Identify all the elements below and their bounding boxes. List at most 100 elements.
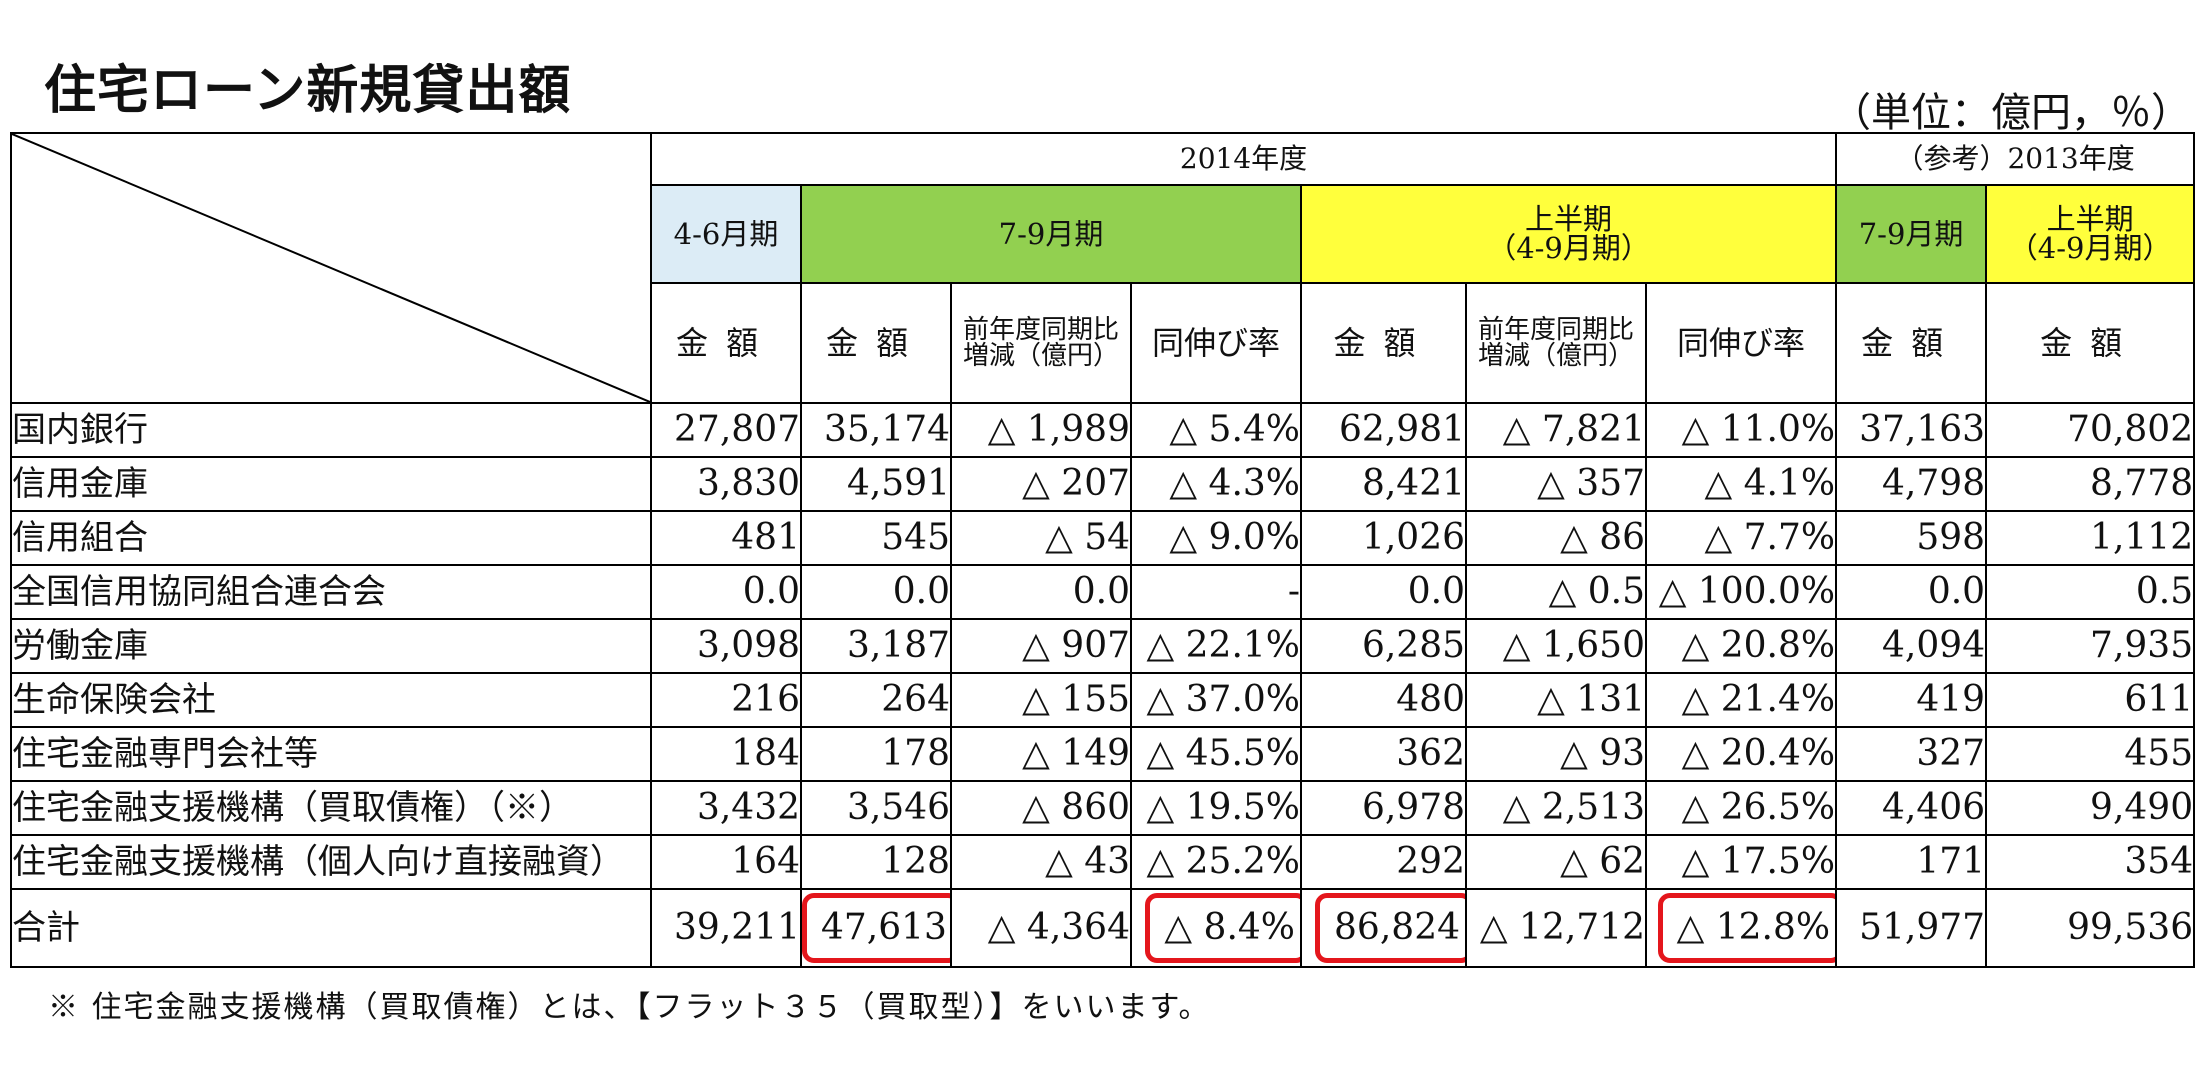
cell-ref-h1: 9,490 — [1985, 780, 2196, 836]
cell-h1-diff: △ 357 — [1465, 456, 1647, 512]
header-h1-diff: 前年度同期比 増減（億円） — [1465, 282, 1647, 404]
cell-q2-diff: △ 207 — [950, 456, 1132, 512]
table-row: 生命保険会社 216 264 △ 155 △ 37.0% 480 △ 131 △ 21.4% 4… — [10, 672, 2196, 728]
header-q2-diff-line2: 増減（億円） — [962, 341, 1119, 371]
cell-h1-rate: △ 17.5% — [1644, 834, 1838, 890]
cell-h1-diff: △ 1,650 — [1465, 618, 1647, 674]
cell-h1-diff: △ 93 — [1465, 726, 1647, 782]
cell-q2-diff: △ 1,989 — [950, 402, 1132, 458]
header-q2-rate: 同伸び率 — [1130, 282, 1302, 404]
cell-ref-h1: 611 — [1985, 672, 2196, 728]
cell-h1: 1,026 — [1300, 510, 1467, 566]
row-label: 全国信用協同組合連合会 — [10, 564, 652, 620]
header-q2-diff-line1: 前年度同期比 — [962, 315, 1119, 345]
cell-q2: 4,591 — [800, 456, 952, 512]
highlight-box: △ 8.4% — [1145, 893, 1299, 963]
total-cell-h1-rate: △ 12.8% — [1644, 888, 1838, 968]
cell-q2-rate: - — [1130, 564, 1302, 620]
cell-q2-rate: △ 9.0% — [1130, 510, 1302, 566]
header-q1: 4-6月期 — [650, 184, 802, 284]
cell-h1-rate: △ 20.8% — [1644, 618, 1838, 674]
cell-q1: 216 — [650, 672, 802, 728]
corner-diagonal-cell — [10, 132, 652, 404]
table-row: 信用金庫 3,830 4,591 △ 207 △ 4.3% 8,421 △ 357 △ 4.1… — [10, 456, 2196, 512]
loan-table: 2014年度 （参考）2013年度 4-6月期 7-9月期 上半期 （4-9月期… — [10, 132, 2196, 968]
cell-q2-diff: △ 54 — [950, 510, 1132, 566]
diagonal-line — [12, 134, 650, 402]
cell-q2-rate: △ 37.0% — [1130, 672, 1302, 728]
cell-q2: 545 — [800, 510, 952, 566]
cell-q2: 128 — [800, 834, 952, 890]
page-title: 住宅ローン新規貸出額 — [44, 61, 572, 121]
header-h1-rate: 同伸び率 — [1644, 282, 1838, 404]
cell-h1-diff: △ 62 — [1465, 834, 1647, 890]
header-ref-q2: 7-9月期 — [1835, 184, 1988, 284]
cell-ref-q2: 4,094 — [1835, 618, 1988, 674]
cell-h1-diff: △ 86 — [1465, 510, 1647, 566]
cell-ref-h1: 8,778 — [1985, 456, 2196, 512]
total-cell-q2-rate: △ 8.4% — [1130, 888, 1302, 968]
cell-ref-h1: 7,935 — [1985, 618, 2196, 674]
cell-q2-rate: △ 45.5% — [1130, 726, 1302, 782]
cell-h1-rate: △ 100.0% — [1644, 564, 1838, 620]
cell-q2-rate: △ 4.3% — [1130, 456, 1302, 512]
total-cell-q2: 47,613 — [800, 888, 952, 968]
table-row: 信用組合 481 545 △ 54 △ 9.0% 1,026 △ 86 △ 7.7% 598 1,… — [10, 510, 2196, 566]
total-label: 合計 — [10, 888, 652, 968]
total-cell-q1: 39,211 — [650, 888, 802, 968]
header-h1-line2: （4-9月期） — [1487, 231, 1650, 265]
cell-q2-rate: △ 25.2% — [1130, 834, 1302, 890]
cell-q2-rate: △ 22.1% — [1130, 618, 1302, 674]
unit-label: （単位：億円，％） — [1831, 90, 2191, 136]
header-ref-h1: 上半期 （4-9月期） — [1985, 184, 2196, 284]
table-row: 住宅金融専門会社等 184 178 △ 149 △ 45.5% 362 △ 93 △ 20.4… — [10, 726, 2196, 782]
cell-ref-q2: 327 — [1835, 726, 1988, 782]
row-label: 住宅金融支援機構（買取債権）（※） — [10, 780, 652, 836]
header-ref-h1-line1: 上半期 — [2046, 202, 2134, 236]
total-cell-ref-h1: 99,536 — [1985, 888, 2196, 968]
header-h1: 上半期 （4-9月期） — [1299, 184, 1838, 284]
table-row: 全国信用協同組合連合会 0.0 0.0 0.0-0.0 △ 0.5 △ 100.0% 0.0… — [10, 564, 2196, 620]
cell-h1-diff: △ 7,821 — [1465, 402, 1647, 458]
row-label: 信用組合 — [10, 510, 652, 566]
cell-q2-diff: 0.0 — [950, 564, 1132, 620]
cell-h1-rate: △ 4.1% — [1644, 456, 1838, 512]
header-q1-amount: 金額 — [650, 282, 802, 404]
header-ref-h1-line2: （4-9月期） — [2008, 231, 2172, 265]
row-label: 住宅金融専門会社等 — [10, 726, 652, 782]
cell-h1: 292 — [1300, 834, 1467, 890]
cell-ref-q2: 4,406 — [1835, 780, 1988, 836]
cell-q2-diff: △ 43 — [950, 834, 1132, 890]
highlight-box: △ 12.8% — [1657, 893, 1835, 963]
cell-h1: 6,285 — [1300, 618, 1467, 674]
header-fy2014: 2014年度 — [649, 132, 1838, 186]
cell-q2-diff: △ 907 — [950, 618, 1132, 674]
row-label: 国内銀行 — [10, 402, 652, 458]
cell-q2-rate: △ 5.4% — [1130, 402, 1302, 458]
header-q2: 7-9月期 — [800, 184, 1302, 284]
cell-h1-rate: △ 26.5% — [1644, 780, 1838, 836]
cell-ref-q2: 598 — [1835, 510, 1988, 566]
cell-h1-rate: △ 7.7% — [1644, 510, 1838, 566]
row-label: 住宅金融支援機構（個人向け直接融資） — [10, 834, 652, 890]
cell-ref-q2: 4,798 — [1835, 456, 1988, 512]
table-body: 国内銀行 27,807 35,174 △ 1,989 △ 5.4% 62,981 △ 7,8… — [10, 402, 2196, 968]
table-row: 労働金庫 3,098 3,187 △ 907 △ 22.1% 6,285 △ 1,650 △ … — [10, 618, 2196, 674]
cell-h1-diff: △ 2,513 — [1465, 780, 1647, 836]
cell-q2-rate: △ 19.5% — [1130, 780, 1302, 836]
cell-h1-rate: △ 11.0% — [1644, 402, 1838, 458]
cell-q2: 0.0 — [800, 564, 952, 620]
total-cell-h1: 86,824 — [1300, 888, 1467, 968]
table-row: 国内銀行 27,807 35,174 △ 1,989 △ 5.4% 62,981 △ 7,8… — [10, 402, 2196, 458]
row-label: 生命保険会社 — [10, 672, 652, 728]
cell-q1: 184 — [650, 726, 802, 782]
header-ref-h1-amount: 金額 — [1985, 282, 2196, 404]
total-cell-ref-q2: 51,977 — [1835, 888, 1988, 968]
cell-h1: 6,978 — [1300, 780, 1467, 836]
table-row: 住宅金融支援機構（個人向け直接融資） 164 128 △ 43 △ 25.2% 292 △ … — [10, 834, 2196, 890]
header-h1-line1: 上半期 — [1525, 202, 1613, 236]
cell-q2-diff: △ 155 — [950, 672, 1132, 728]
table-row: 住宅金融支援機構（買取債権）（※） 3,432 3,546 △ 860 △ 19.5% 6… — [10, 780, 2196, 836]
total-cell-q2-diff: △ 4,364 — [950, 888, 1132, 968]
cell-q2: 178 — [800, 726, 952, 782]
